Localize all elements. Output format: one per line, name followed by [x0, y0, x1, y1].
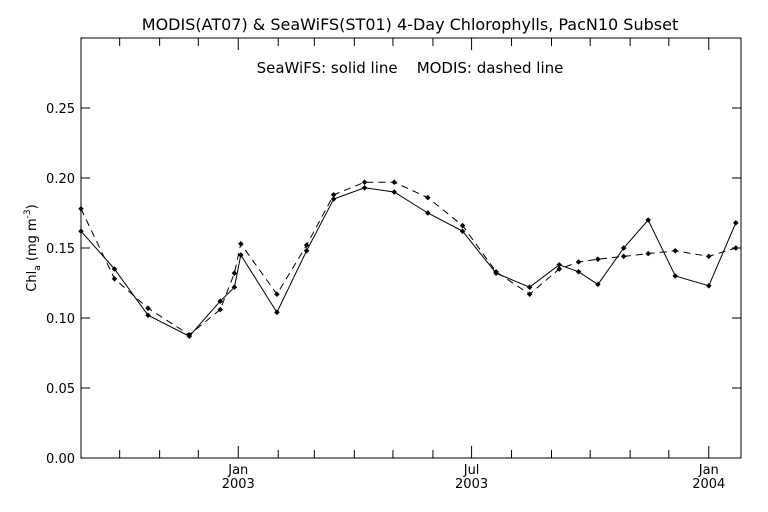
seawifs-data-point — [238, 252, 244, 258]
y-axis-label: Chla (mg m-3) — [23, 204, 43, 291]
seawifs-data-point — [391, 189, 398, 195]
modis-data-point — [303, 242, 310, 248]
x-tick-label-year: 2003 — [222, 477, 255, 492]
y-axis-label-superscript: -3 — [23, 209, 33, 218]
modis-series-line — [80, 181, 736, 336]
seawifs-data-point — [706, 283, 712, 289]
y-tick-label: 0.25 — [46, 102, 75, 117]
series-layer — [78, 179, 739, 339]
modis-data-point — [526, 291, 533, 297]
modis-data-point — [620, 253, 627, 260]
y-axis: 0.00 0.05 0.10 0.15 0.20 0.25 — [46, 102, 741, 467]
seawifs-data-point — [526, 284, 533, 290]
x-tick-label-year: 2004 — [692, 477, 725, 492]
modis-data-point — [186, 332, 193, 338]
modis-data-point — [145, 305, 151, 311]
seawifs-series-line — [80, 187, 737, 337]
seawifs-data-point — [217, 298, 223, 304]
seawifs-data-point — [645, 217, 651, 223]
modis-data-point — [330, 192, 337, 198]
y-tick-label: 0.00 — [46, 452, 75, 467]
seawifs-data-point — [78, 228, 84, 234]
seawifs-data-point — [459, 228, 466, 234]
modis-data-point — [217, 306, 223, 313]
seawifs-data-point — [303, 248, 310, 254]
y-tick-label: 0.15 — [46, 242, 75, 257]
seawifs-data-point — [361, 185, 368, 191]
x-tick-label-month: Jan — [227, 463, 248, 478]
seawifs-data-point — [733, 220, 739, 226]
legend-annotation: SeaWiFS: solid line MODIS: dashed line — [257, 59, 564, 77]
modis-data-point — [238, 241, 244, 247]
seawifs-data-point — [274, 309, 280, 316]
plot-frame — [80, 37, 742, 459]
x-tick-label-month: Jul — [463, 463, 480, 478]
modis-data-point — [78, 206, 84, 212]
y-axis-label-close: ) — [25, 204, 40, 209]
seawifs-data-point — [424, 210, 431, 216]
y-axis-label-units: (mg m — [25, 218, 40, 265]
y-axis-label-main: Chl — [25, 271, 40, 292]
modis-data-point — [361, 179, 368, 185]
x-tick-label-year: 2003 — [455, 477, 488, 492]
modis-data-point — [459, 222, 466, 229]
seawifs-data-point — [111, 266, 118, 272]
chart-title: MODIS(AT07) & SeaWiFS(ST01) 4-Day Chloro… — [142, 15, 678, 34]
seawifs-data-point — [575, 269, 582, 275]
modis-data-point — [424, 194, 431, 201]
modis-data-point — [645, 250, 651, 257]
modis-data-point — [391, 179, 398, 185]
modis-data-point — [706, 253, 712, 260]
modis-data-point — [733, 245, 739, 251]
seawifs-data-point — [595, 281, 601, 288]
modis-data-point — [493, 269, 499, 275]
seawifs-data-point — [620, 245, 627, 251]
modis-data-point — [575, 259, 582, 265]
modis-data-point — [111, 276, 118, 282]
seawifs-data-point — [330, 196, 337, 202]
y-tick-label: 0.10 — [46, 312, 75, 327]
seawifs-data-point — [672, 273, 679, 279]
modis-data-point — [595, 256, 601, 262]
modis-data-point — [672, 248, 679, 254]
y-axis-label-subscript: a — [33, 265, 43, 271]
x-tick-label-month: Jan — [698, 463, 719, 478]
seawifs-data-point — [231, 284, 238, 290]
modis-data-point — [231, 270, 238, 276]
modis-data-point — [556, 266, 563, 272]
y-tick-label: 0.20 — [46, 172, 75, 187]
seawifs-data-point — [145, 312, 151, 318]
modis-data-point — [274, 291, 280, 297]
y-tick-label: 0.05 — [46, 382, 75, 397]
